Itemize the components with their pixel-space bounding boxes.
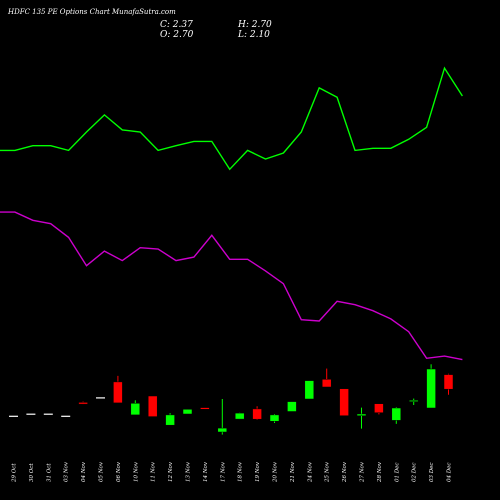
moving-average-layer xyxy=(0,66,463,361)
candle xyxy=(61,415,71,417)
x-tick-label: 30 Oct xyxy=(29,463,35,482)
candle-body xyxy=(408,400,419,402)
candle xyxy=(304,380,315,400)
candle-body xyxy=(234,412,245,420)
candle-body xyxy=(252,408,262,420)
x-tick-label: 01 Dec xyxy=(394,463,400,483)
candle-body xyxy=(26,413,36,415)
candle-body xyxy=(182,409,193,415)
x-tick-label: 03 Nov xyxy=(64,461,70,482)
x-tick-label: 25 Nov xyxy=(325,461,331,483)
ma-fast-line xyxy=(0,66,463,171)
x-tick-label: 04 Dec xyxy=(447,463,453,483)
candle xyxy=(374,403,384,415)
candle xyxy=(217,399,228,435)
candle xyxy=(234,412,245,420)
candle xyxy=(165,413,175,426)
x-tick-label: 12 Nov xyxy=(168,461,174,482)
close-readout: C: 2.37 xyxy=(160,20,193,30)
candle xyxy=(113,375,123,404)
x-tick-label: 10 Nov xyxy=(133,461,139,482)
candle xyxy=(96,397,105,399)
x-tick-label: 14 Nov xyxy=(203,461,209,482)
candle xyxy=(287,401,297,412)
ma-slow-line xyxy=(0,211,463,361)
x-tick-label: 03 Dec xyxy=(429,463,435,483)
x-tick-label: 20 Nov xyxy=(273,461,279,483)
candle xyxy=(339,388,349,416)
x-tick-label: 17 Nov xyxy=(220,461,226,482)
candle xyxy=(43,413,53,415)
x-tick-label: 28 Nov xyxy=(377,461,383,483)
candle xyxy=(147,395,158,417)
candle xyxy=(26,413,36,415)
chart-title: HDFC 135 PE Options Chart MunafaSutra.co… xyxy=(7,8,176,16)
x-tick-label: 18 Nov xyxy=(238,461,244,482)
candle xyxy=(182,409,193,415)
candle xyxy=(426,364,436,409)
x-tick-label: 11 Nov xyxy=(151,461,157,482)
candle xyxy=(443,373,454,395)
candle-body xyxy=(200,407,210,410)
x-tick-label: 27 Nov xyxy=(360,461,366,483)
candle xyxy=(408,398,419,405)
x-axis-ticks: 29 Oct 30 Oct 31 Oct 03 Nov 04 Nov 05 Nov 06 N… xyxy=(12,461,453,483)
low-readout: L: 2.10 xyxy=(237,30,270,40)
x-tick-label: 26 Nov xyxy=(342,461,348,483)
candle xyxy=(321,368,332,388)
x-tick-label: 24 Nov xyxy=(307,461,313,483)
candle xyxy=(269,414,280,423)
candle-body xyxy=(269,414,280,422)
candle-body xyxy=(443,374,454,390)
x-tick-label: 02 Dec xyxy=(412,463,418,483)
candle xyxy=(78,401,88,405)
candle xyxy=(9,415,18,417)
x-tick-label: 13 Nov xyxy=(186,461,192,482)
x-tick-label: 04 Nov xyxy=(81,461,87,482)
x-tick-label: 31 Oct xyxy=(46,463,52,482)
candle xyxy=(356,407,367,429)
candle xyxy=(391,407,402,424)
candle-body xyxy=(130,403,141,416)
candles-layer xyxy=(9,364,454,435)
x-tick-label: 21 Nov xyxy=(290,461,296,483)
candle-body xyxy=(304,380,315,400)
candle-body xyxy=(217,427,228,433)
x-tick-label: 06 Nov xyxy=(116,461,122,482)
x-tick-label: 29 Oct xyxy=(12,463,18,483)
candle-body xyxy=(374,403,384,413)
candle-body xyxy=(356,413,367,416)
candle-body xyxy=(43,413,53,415)
candle xyxy=(130,400,141,416)
candle-body xyxy=(339,388,349,416)
candle-body xyxy=(9,415,18,417)
candle-body xyxy=(113,381,123,404)
open-readout: O: 2.70 xyxy=(160,30,194,40)
candle-body xyxy=(426,368,436,409)
candle-body xyxy=(147,395,158,417)
x-tick-label: 05 Nov xyxy=(99,461,105,482)
candle-body xyxy=(391,407,402,421)
candle-body xyxy=(287,401,297,412)
x-tick-label: 19 Nov xyxy=(255,461,261,482)
candle xyxy=(200,407,210,410)
candle-body xyxy=(78,402,88,405)
candle-body xyxy=(321,379,332,388)
high-readout: H: 2.70 xyxy=(237,20,272,30)
candle-body xyxy=(96,397,105,399)
candle-body xyxy=(165,414,175,426)
candle xyxy=(252,406,262,420)
candle-body xyxy=(61,415,71,417)
